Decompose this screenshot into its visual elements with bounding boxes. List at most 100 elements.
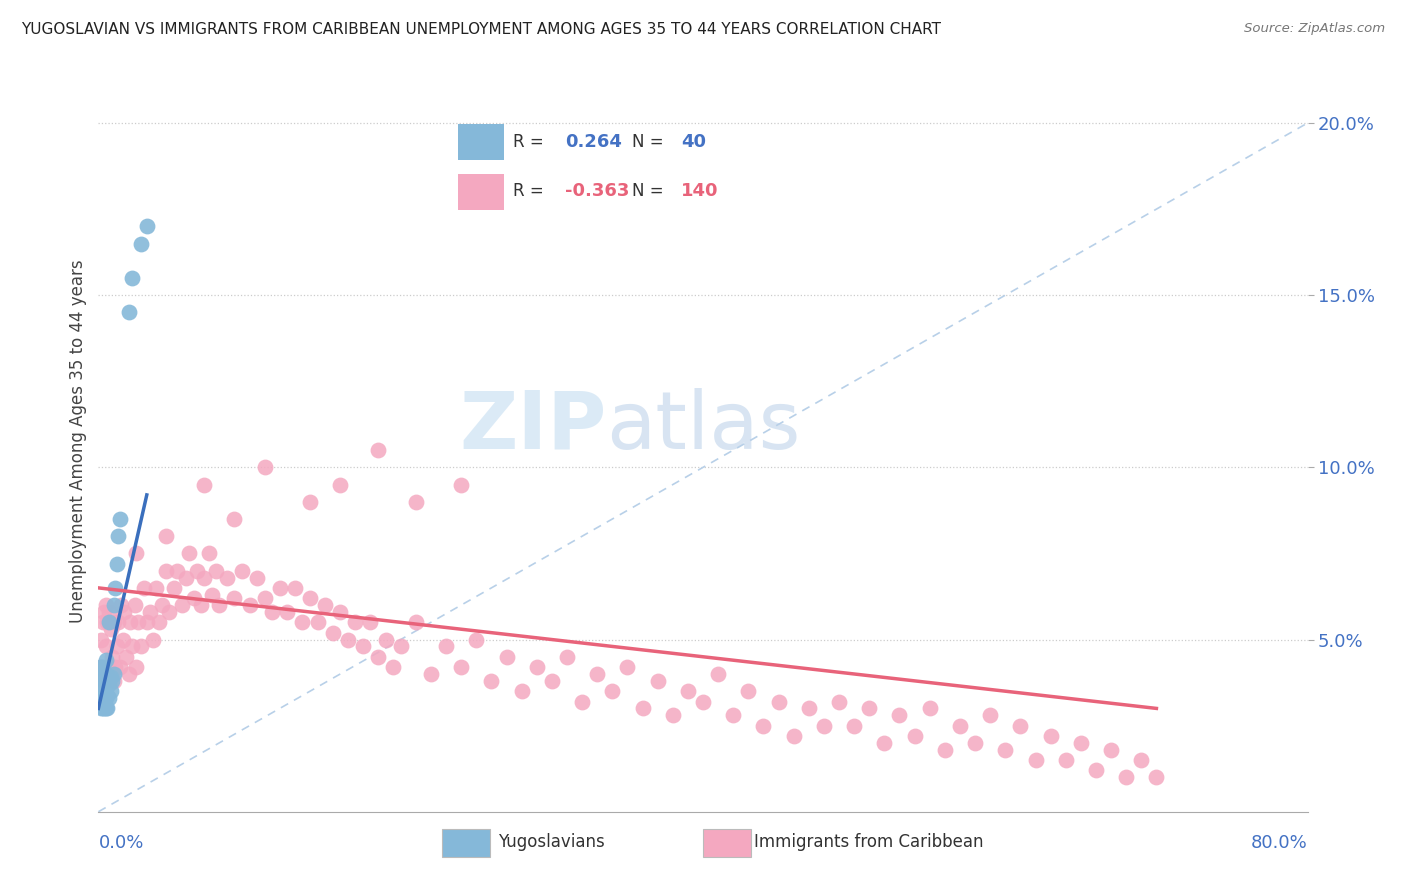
Point (374, 632, 396, 647)
Point (1054, 753, 1077, 767)
Point (208, 598, 231, 612)
Point (190, 598, 212, 612)
Point (262, 605, 284, 619)
Point (89, 684, 111, 698)
Point (100, 667, 122, 681)
Point (179, 546, 201, 560)
Point (94, 673, 117, 688)
Point (253, 591, 276, 606)
Point (367, 649, 389, 664)
Point (965, 736, 987, 750)
Point (193, 570, 215, 584)
Text: Source: ZipAtlas.com: Source: ZipAtlas.com (1244, 22, 1385, 36)
Point (201, 588, 224, 602)
Point (889, 708, 911, 723)
Point (197, 546, 219, 560)
Point (142, 632, 165, 647)
Point (91, 673, 114, 688)
Point (132, 581, 155, 595)
Point (450, 477, 472, 491)
Point (101, 649, 124, 664)
Point (103, 667, 125, 681)
Point (93, 677, 115, 691)
Point (1010, 718, 1032, 732)
Point (98, 660, 121, 674)
Point (1115, 770, 1137, 784)
Point (91, 701, 114, 715)
Point (186, 564, 208, 578)
Point (105, 640, 128, 654)
Point (215, 570, 238, 584)
Point (93, 691, 115, 706)
Point (276, 605, 298, 619)
Point (96, 673, 118, 688)
Point (205, 564, 228, 578)
Point (481, 673, 503, 688)
Text: 0.0%: 0.0% (98, 834, 143, 852)
Point (420, 667, 443, 681)
Point (336, 632, 359, 647)
Point (101, 673, 124, 688)
Point (91, 691, 114, 706)
Point (737, 684, 759, 698)
Point (96, 701, 118, 715)
Point (148, 615, 170, 630)
Point (631, 701, 654, 715)
Point (1070, 736, 1092, 750)
Point (91, 615, 114, 630)
Point (352, 640, 374, 654)
Point (405, 495, 427, 509)
Point (526, 660, 548, 674)
Point (752, 718, 775, 732)
Point (94, 598, 117, 612)
Point (98, 615, 121, 630)
Point (103, 615, 125, 630)
Point (224, 512, 246, 526)
Point (555, 649, 578, 664)
Point (828, 694, 851, 708)
Point (91, 681, 114, 695)
Point (94, 653, 117, 667)
Point (120, 615, 142, 630)
Point (768, 694, 790, 708)
Point (510, 684, 533, 698)
Point (98, 677, 121, 691)
Point (329, 605, 352, 619)
Point (94, 701, 117, 715)
Point (90, 681, 112, 695)
Point (90, 701, 112, 715)
Point (934, 743, 956, 757)
Point (105, 557, 128, 571)
Point (127, 615, 149, 630)
Point (96, 615, 118, 630)
Point (1085, 764, 1108, 778)
Point (129, 236, 152, 251)
Point (103, 598, 125, 612)
Point (114, 649, 136, 664)
Point (94, 640, 117, 654)
Point (193, 477, 215, 491)
Point (135, 615, 157, 630)
Point (100, 670, 122, 684)
Point (93, 667, 115, 681)
Point (124, 598, 146, 612)
Point (111, 632, 134, 647)
Point (98, 605, 121, 619)
Point (112, 605, 135, 619)
Point (93, 701, 115, 715)
Point (949, 718, 972, 732)
Point (1130, 753, 1153, 767)
Point (783, 729, 806, 743)
Point (94, 667, 117, 681)
Point (155, 529, 177, 543)
Point (224, 591, 246, 606)
Point (150, 598, 173, 612)
Point (155, 564, 177, 578)
Point (125, 660, 148, 674)
Point (107, 529, 129, 543)
Point (994, 743, 1017, 757)
Point (96, 688, 118, 702)
Text: YUGOSLAVIAN VS IMMIGRANTS FROM CARIBBEAN UNEMPLOYMENT AMONG AGES 35 TO 44 YEARS : YUGOSLAVIAN VS IMMIGRANTS FROM CARIBBEAN… (21, 22, 941, 37)
Point (284, 581, 307, 595)
Point (100, 622, 122, 636)
